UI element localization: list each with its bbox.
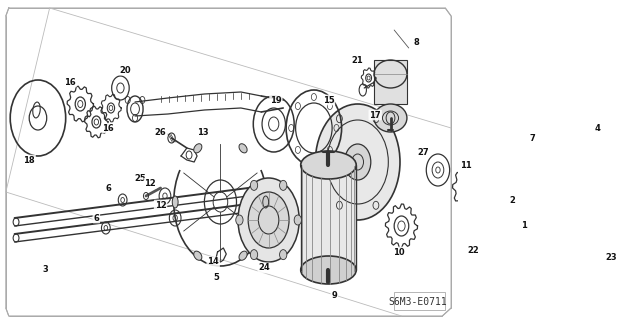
Text: 23: 23 [606, 253, 618, 262]
Text: 24: 24 [258, 263, 270, 273]
Circle shape [549, 182, 590, 238]
Text: 11: 11 [460, 161, 472, 170]
Text: 3: 3 [43, 266, 48, 275]
Ellipse shape [239, 251, 247, 260]
Circle shape [248, 192, 289, 248]
Polygon shape [532, 138, 606, 278]
Ellipse shape [194, 144, 202, 153]
Text: 14: 14 [208, 258, 219, 267]
Text: 20: 20 [120, 66, 132, 75]
Circle shape [294, 215, 302, 225]
Text: S6M3-E0711: S6M3-E0711 [388, 297, 447, 307]
Circle shape [280, 180, 287, 190]
Ellipse shape [301, 256, 356, 284]
Circle shape [238, 178, 299, 262]
Ellipse shape [239, 144, 247, 153]
Text: 13: 13 [197, 127, 209, 137]
Text: 10: 10 [393, 247, 404, 257]
Circle shape [315, 104, 400, 220]
Text: 12: 12 [144, 179, 156, 188]
Text: 21: 21 [352, 55, 364, 65]
Text: 19: 19 [270, 95, 282, 105]
Ellipse shape [374, 104, 407, 132]
Text: 2: 2 [510, 196, 515, 204]
Circle shape [536, 226, 546, 239]
Circle shape [236, 215, 243, 225]
Ellipse shape [301, 151, 356, 179]
Text: 16: 16 [102, 124, 114, 132]
Text: 4: 4 [594, 124, 600, 132]
Text: 6: 6 [105, 183, 111, 193]
Circle shape [280, 250, 287, 260]
Text: 9: 9 [332, 292, 337, 300]
Text: 17: 17 [369, 110, 381, 119]
Text: 25: 25 [134, 173, 146, 182]
Circle shape [344, 144, 371, 180]
Text: 7: 7 [530, 133, 535, 142]
Bar [374, 60, 406, 104]
Text: 5: 5 [213, 274, 219, 283]
Text: 26: 26 [155, 127, 166, 137]
Circle shape [250, 250, 258, 260]
Bar [301, 165, 356, 270]
Ellipse shape [194, 251, 202, 260]
Text: 27: 27 [418, 148, 429, 156]
Text: 8: 8 [413, 37, 419, 46]
Circle shape [564, 158, 574, 172]
Circle shape [593, 226, 603, 239]
Text: 16: 16 [64, 77, 76, 86]
Circle shape [514, 228, 532, 252]
Text: 12: 12 [155, 201, 166, 210]
Ellipse shape [583, 139, 599, 157]
Bar [394, 292, 445, 310]
Polygon shape [532, 150, 547, 172]
Text: 22: 22 [467, 245, 479, 254]
Ellipse shape [263, 196, 268, 208]
Ellipse shape [172, 196, 178, 208]
Text: 6: 6 [93, 213, 99, 222]
Text: 15: 15 [322, 95, 334, 105]
Text: 1: 1 [521, 220, 527, 229]
Circle shape [250, 180, 258, 190]
Text: 18: 18 [23, 156, 35, 164]
